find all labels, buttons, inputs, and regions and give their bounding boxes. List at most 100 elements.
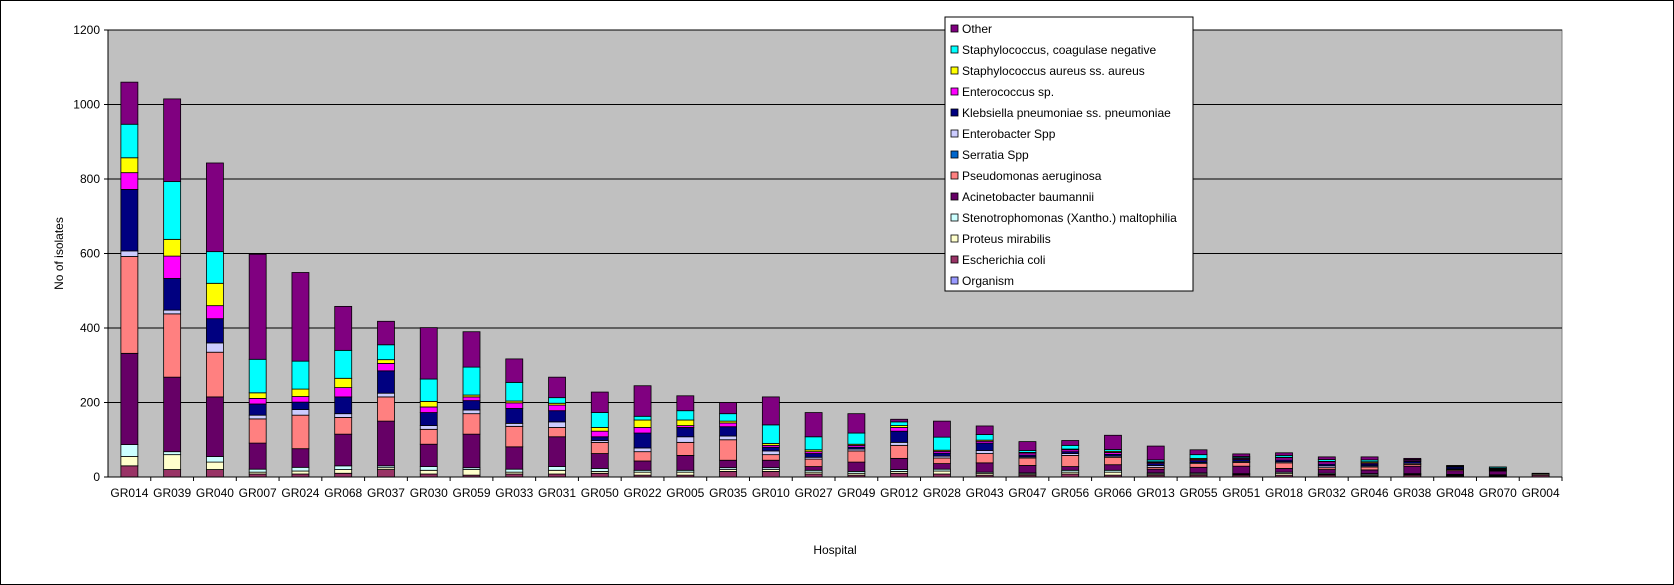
x-tick-label-23: GR066 [1094, 486, 1132, 500]
bar-GR055-3 [1189, 466, 1208, 474]
bar-GR050-3 [590, 453, 609, 469]
bar-GR047-4 [1018, 457, 1037, 466]
y-tick-label-6: 1200 [73, 23, 100, 37]
bar-GR024-4 [291, 414, 310, 450]
bar-GR059-7 [462, 400, 481, 411]
bar-GR014-0 [120, 465, 139, 478]
bar-GR037-10 [377, 344, 395, 361]
bar-GR027-10 [804, 436, 823, 451]
bar-GR033-2 [505, 468, 524, 473]
bar-GR039-1 [163, 454, 182, 470]
bar-GR010-10 [761, 424, 780, 444]
legend-swatch-8 [950, 192, 959, 201]
bar-GR005-1 [676, 471, 695, 476]
bar-GR031-6 [548, 421, 566, 428]
bar-GR033-7 [505, 408, 524, 424]
x-tick-label-32: GR070 [1479, 486, 1517, 500]
x-tick-label-15: GR010 [752, 486, 790, 500]
bar-GR040-9 [206, 282, 224, 307]
bar-GR035-4 [719, 439, 737, 461]
bar-GR024-10 [291, 360, 310, 390]
bar-GR056-4 [1061, 454, 1080, 467]
x-tick-label-33: GR004 [1522, 486, 1560, 500]
bar-GR030-10 [419, 378, 438, 402]
x-axis-title: Hospital [813, 543, 856, 557]
bar-GR068-2 [334, 465, 353, 470]
bar-GR005-7 [676, 427, 695, 438]
bar-GR035-7 [719, 426, 737, 437]
bar-GR007-2 [248, 468, 267, 473]
bar-GR039-9 [163, 238, 182, 257]
bars-layer [120, 81, 1550, 478]
x-tick-label-14: GR035 [709, 486, 747, 500]
bar-GR050-4 [590, 441, 609, 454]
bar-GR059-8 [462, 396, 481, 402]
bar-GR030-6 [419, 425, 438, 430]
bar-GR055-4 [1189, 463, 1208, 468]
x-tick-label-19: GR028 [923, 486, 961, 500]
legend-label-11: Escherichia coli [962, 253, 1045, 267]
bar-GR066-4 [1104, 456, 1122, 466]
bar-GR037-3 [377, 420, 395, 467]
legend-swatch-4 [950, 108, 959, 117]
bar-GR031-11 [548, 376, 566, 399]
bar-GR007-6 [248, 414, 267, 420]
bar-GR038-11 [1403, 457, 1422, 460]
bar-GR027-4 [804, 458, 823, 467]
bar-GR031-10 [548, 397, 566, 404]
bar-GR013-3 [1146, 468, 1165, 474]
bar-GR028-7 [933, 452, 951, 457]
bar-GR068-11 [334, 305, 353, 351]
bar-GR031-3 [548, 436, 566, 467]
bar-GR056-3 [1061, 466, 1080, 471]
legend-swatch-0 [950, 24, 959, 33]
bar-GR030-7 [419, 412, 438, 426]
bar-GR013-11 [1146, 445, 1165, 461]
legend-label-1: Staphylococcus, coagulase negative [962, 43, 1156, 57]
bar-GR066-1 [1104, 471, 1122, 476]
bar-GR030-2 [419, 466, 438, 471]
legend-label-5: Enterobacter Spp [962, 127, 1056, 141]
bar-GR007-9 [248, 392, 267, 399]
x-tick-label-12: GR022 [624, 486, 662, 500]
y-tick-label-0: 0 [93, 470, 100, 484]
bar-GR004-4 [1531, 472, 1550, 475]
bar-GR007-11 [248, 253, 267, 360]
bar-GR022-8 [633, 427, 652, 434]
bar-GR043-6 [975, 450, 994, 454]
legend-swatch-2 [950, 66, 959, 75]
bar-GR007-3 [248, 442, 267, 470]
x-tick-label-11: GR050 [581, 486, 619, 500]
bar-GR043-10 [975, 434, 994, 441]
bar-GR012-7 [890, 430, 909, 443]
bar-GR056-10 [1061, 444, 1080, 450]
bar-GR050-11 [590, 391, 609, 413]
bar-GR033-6 [505, 422, 524, 427]
bar-GR022-3 [633, 460, 652, 471]
bar-GR005-10 [676, 410, 695, 421]
bar-GR033-11 [505, 358, 524, 383]
bar-GR049-11 [847, 413, 866, 434]
legend-swatch-10 [950, 234, 959, 243]
bar-GR024-6 [291, 409, 310, 416]
bar-GR059-3 [462, 433, 481, 469]
x-tick-label-18: GR012 [880, 486, 918, 500]
bar-GR022-1 [633, 471, 652, 476]
bar-GR068-7 [334, 396, 353, 415]
bar-GR031-2 [548, 466, 566, 471]
x-tick-label-24: GR013 [1137, 486, 1175, 500]
axes-layer: 0 200 400 600 800 1000 1200 GR014 GR039 GR040 GR00… [73, 23, 1563, 500]
bar-GR010-0 [761, 471, 780, 478]
bar-GR005-6 [676, 436, 695, 443]
bar-GR068-10 [334, 349, 353, 379]
y-tick-label-1: 200 [80, 396, 100, 410]
bar-GR012-3 [890, 457, 909, 470]
bar-GR068-6 [334, 413, 353, 418]
bar-GR068-3 [334, 433, 353, 467]
bar-GR066-3 [1104, 464, 1122, 471]
bar-GR049-3 [847, 461, 866, 472]
legend-label-7: Pseudomonas aeruginosa [962, 169, 1102, 183]
bar-GR012-4 [890, 444, 909, 459]
bar-GR050-10 [590, 412, 609, 428]
x-tick-label-2: GR040 [196, 486, 234, 500]
